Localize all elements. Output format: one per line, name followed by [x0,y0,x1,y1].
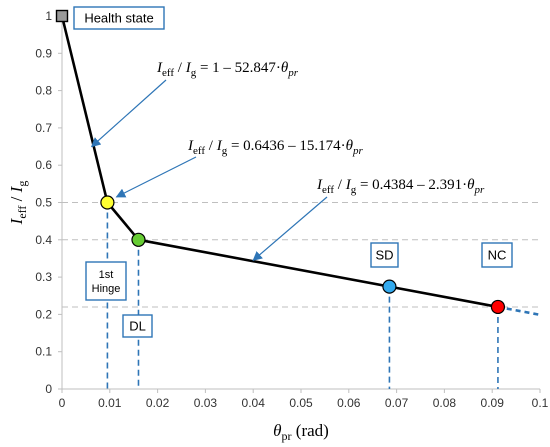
annotation-box: Health state [73,6,165,30]
y-tick-label: 0 [45,382,52,396]
x-tick-label: 0.05 [289,396,313,410]
grid [62,202,540,308]
point-marker [382,279,397,294]
annotation-box-frame [122,314,153,338]
annotation-box-frame [85,261,127,301]
point-marker [100,195,115,210]
x-tick-label: 0.01 [98,396,122,410]
y-axis-title: Ieff / Ig [7,181,29,226]
x-axis-title: θpr (rad) [273,421,329,443]
annotation-box-label: DL [129,319,146,334]
y-tick-label: 0.4 [35,233,52,247]
point-marker [131,232,146,247]
annotation-box-label: NC [488,248,507,263]
equation-label: Ieff / Ig = 0.6436 – 15.174·θpr [187,138,364,157]
y-tick-label: 0.6 [35,158,52,172]
y-tick-label: 0.2 [35,307,52,321]
equation-label: Ieff / Ig = 0.4384 – 2.391·θpr [316,177,485,196]
arrows [90,79,328,261]
annotation-box-frame [370,242,399,268]
equation-label: Ieff / Ig = 1 – 52.847·θpr [156,60,299,79]
x-tick-label: 0.06 [337,396,361,410]
curve-extension [497,305,541,317]
annotation-box-label: Health state [84,11,153,26]
points [55,9,506,315]
y-tick-label: 0.8 [35,84,52,98]
x-tick-label: 0.09 [481,396,505,410]
annotation-box-frame [481,242,513,268]
health-state-marker [55,9,69,23]
annotation-box-label: SD [375,248,393,263]
x-tick-label: 0 [59,396,66,410]
y-tick-label: 0.1 [35,345,52,359]
y-tick-label: 0.9 [35,46,52,60]
y-tick-label: 1 [45,9,52,23]
annotation-boxes: Health state 1st Hinge DL SD NC [73,6,513,338]
axis-titles: θpr (rad) Ieff / Ig [7,181,329,443]
annotation-box-frame [73,6,165,30]
x-tick-label: 0.07 [385,396,409,410]
annotation-box-label: Hinge [92,283,121,295]
annotation-box: 1st Hinge [85,261,127,301]
annotation-box-label: 1st [99,269,114,281]
equations: Ieff / Ig = 1 – 52.847·θpr Ieff / Ig = 0.… [156,60,485,196]
annotation-box: NC [481,242,513,268]
y-tick-label: 0.3 [35,270,52,284]
annotation-box: SD [370,242,399,268]
x-tick-label: 0.04 [242,396,266,410]
equation-arrow [252,196,328,261]
x-tick-label: 0.03 [194,396,218,410]
point-marker [490,299,506,315]
x-tick-label: 0.02 [146,396,170,410]
x-tick-label: 0.1 [532,396,549,410]
y-tick-label: 0.5 [35,196,52,210]
equation-arrow [90,79,167,148]
curve-layer [60,15,541,317]
annotation-box: DL [122,314,153,338]
x-tick-label: 0.08 [433,396,457,410]
y-tick-label: 0.7 [35,121,52,135]
equation-arrow [115,156,197,198]
tick-labels: 0 0.01 0.02 0.03 0.04 0.05 0.06 0.07 0.08 0.09 0.1… [35,9,548,410]
